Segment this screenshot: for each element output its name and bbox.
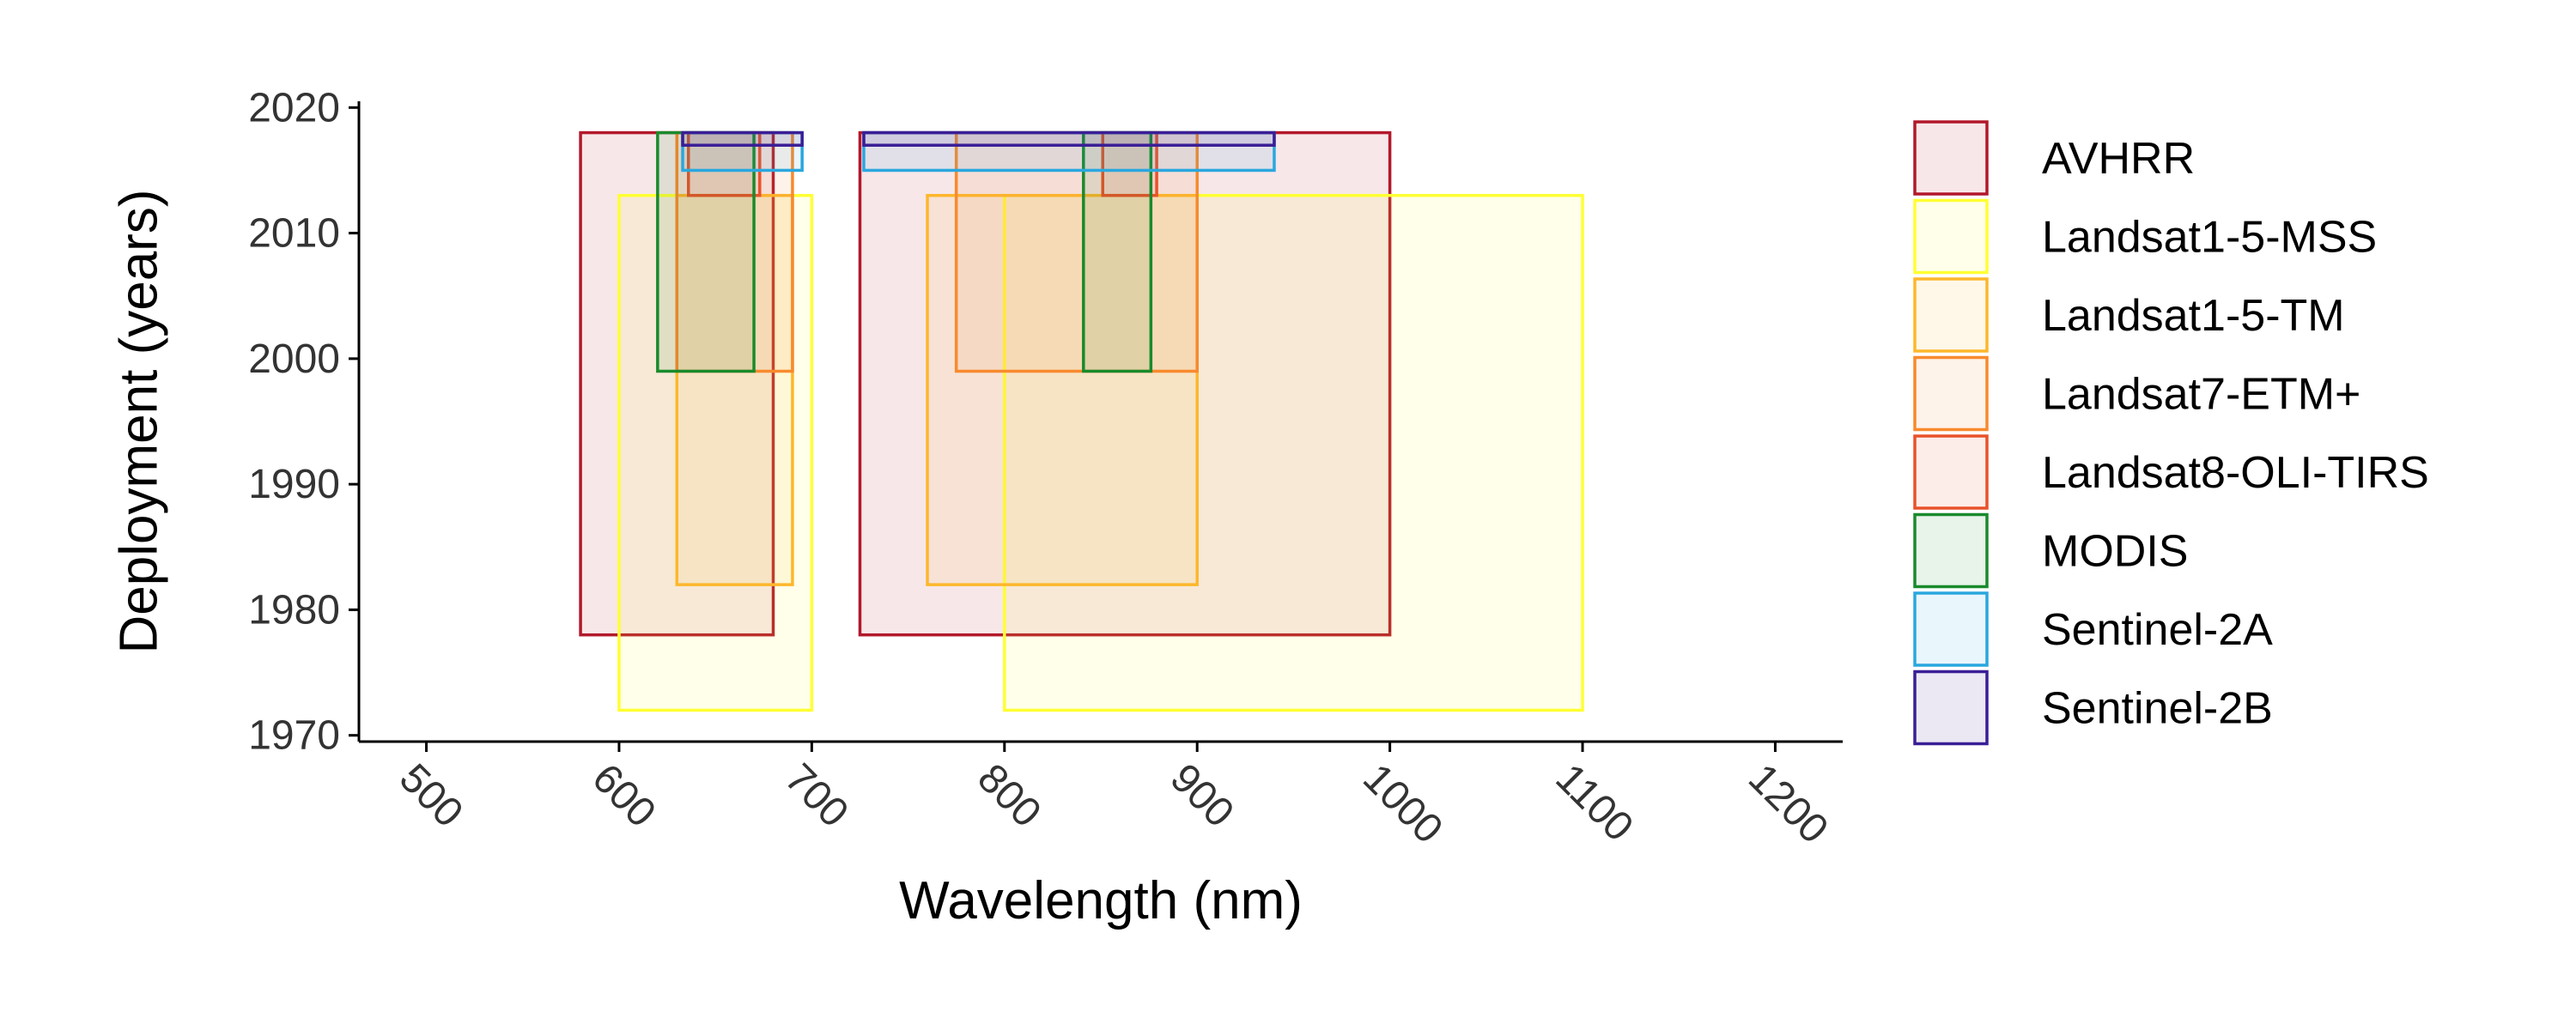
x-tick-label: 500 <box>391 755 471 836</box>
rect-sentinel-2a-1 <box>681 130 804 173</box>
y-axis-title: Deployment (years) <box>109 190 168 654</box>
rect-landsat1-5-mss-2 <box>1003 193 1584 712</box>
x-tick-label: 1000 <box>1354 755 1451 852</box>
legend-key-avhrr <box>1913 120 1989 196</box>
rect-sentinel-2b-1 <box>681 130 804 147</box>
legend-label-landsat7-etm-: Landsat7-ETM+ <box>2042 370 2360 420</box>
legend-label-avhrr: AVHRR <box>2042 134 2195 184</box>
x-tick-label: 900 <box>1162 755 1242 836</box>
x-tick-label: 700 <box>776 755 857 836</box>
legend-key-landsat8-oli-tirs <box>1913 434 1989 510</box>
rect-modis-1 <box>656 130 756 373</box>
y-tick-label: 2020 <box>248 85 340 130</box>
legend-key-landsat7-etm- <box>1913 355 1989 432</box>
legend-label-sentinel-2b: Sentinel-2B <box>2042 684 2273 734</box>
y-tick-label: 1990 <box>248 462 340 507</box>
legend-key-modis <box>1913 512 1989 589</box>
y-tick-label: 2010 <box>248 211 340 257</box>
y-tick-label: 1970 <box>248 713 340 759</box>
y-tick-label: 2000 <box>248 336 340 382</box>
chart-axes <box>357 101 1843 743</box>
legend-label-landsat8-oli-tirs: Landsat8-OLI-TIRS <box>2042 448 2429 498</box>
rect-modis-2 <box>1082 130 1153 373</box>
rect-landsat1-5-tm-1 <box>675 193 794 586</box>
x-tick-label: 1200 <box>1740 755 1837 852</box>
legend-key-landsat1-5-mss <box>1913 198 1989 275</box>
rect-sentinel-2b-2 <box>862 130 1276 147</box>
legend-key-landsat1-5-tm <box>1913 277 1989 353</box>
x-tick-label: 800 <box>969 755 1049 836</box>
legend: AVHRR Landsat1-5-MSS Landsat1-5-TM Landsat7… <box>1913 120 2429 746</box>
legend-key-sentinel-2b <box>1913 670 1989 746</box>
x-tick-label: 600 <box>583 755 664 836</box>
legend-label-landsat1-5-mss: Landsat1-5-MSS <box>2042 213 2377 263</box>
legend-label-modis: MODIS <box>2042 527 2188 577</box>
x-axis-title: Wavelength (nm) <box>899 871 1303 930</box>
legend-key-sentinel-2a <box>1913 591 1989 667</box>
rect-landsat8-oli-tirs-2 <box>1101 130 1158 197</box>
x-tick-label: 1100 <box>1547 755 1642 850</box>
rect-avhrr-2 <box>858 130 1392 637</box>
legend-label-sentinel-2a: Sentinel-2A <box>2042 605 2273 655</box>
rect-landsat8-oli-tirs-1 <box>687 130 762 197</box>
y-tick-label: 1980 <box>248 587 340 633</box>
chart-rects-layer <box>579 130 1584 712</box>
legend-label-landsat1-5-tm: Landsat1-5-TM <box>2042 291 2345 341</box>
